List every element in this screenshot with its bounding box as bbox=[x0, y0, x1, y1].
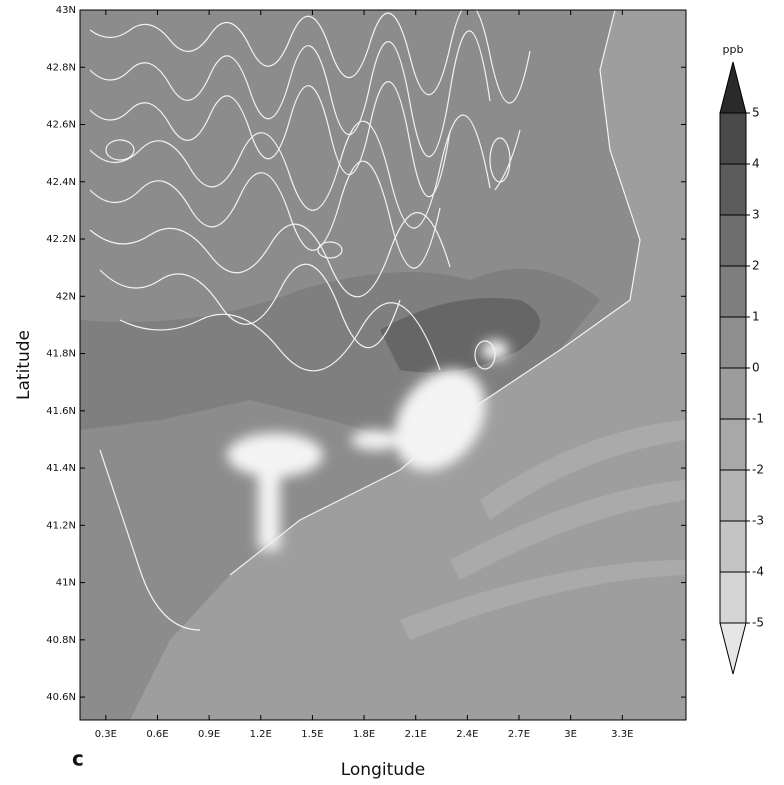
colorbar-bin bbox=[719, 316, 747, 369]
colorbar-bin bbox=[719, 571, 747, 624]
y-tick-label: 41.4N bbox=[46, 463, 76, 474]
colorbar-bin bbox=[719, 112, 747, 165]
colorbar-tick-label: -1 bbox=[752, 412, 764, 426]
x-tick-label: 2.7E bbox=[508, 729, 530, 740]
y-tick-label: 40.8N bbox=[46, 635, 76, 646]
y-axis-label: Latitude bbox=[14, 330, 34, 400]
y-tick-label: 43N bbox=[56, 5, 76, 16]
colorbar-min bbox=[719, 622, 747, 675]
y-tick-label: 42.2N bbox=[46, 234, 76, 245]
x-tick-label: 2.1E bbox=[405, 729, 427, 740]
colorbar-bin bbox=[719, 520, 747, 573]
colorbar-tick-label: -4 bbox=[752, 565, 764, 579]
colorbar-bin bbox=[719, 265, 747, 318]
x-tick-label: 2.4E bbox=[456, 729, 478, 740]
x-tick-label: 3E bbox=[564, 729, 577, 740]
y-tick-label: 42.4N bbox=[46, 177, 76, 188]
colorbar-bin bbox=[719, 469, 747, 522]
x-tick-label: 0.3E bbox=[95, 729, 117, 740]
plume bbox=[227, 340, 509, 550]
colorbar-tick-label: 5 bbox=[752, 106, 760, 120]
y-tick-label: 41.2N bbox=[46, 520, 76, 531]
x-tick-label: 0.6E bbox=[146, 729, 168, 740]
x-tick-label: 1.8E bbox=[353, 729, 375, 740]
y-tick-label: 40.6N bbox=[46, 692, 76, 703]
x-tick-label: 0.9E bbox=[198, 729, 220, 740]
colorbar-tick-label: 4 bbox=[752, 157, 760, 171]
x-tick-label: 1.5E bbox=[301, 729, 323, 740]
colorbar-tick-label: 2 bbox=[752, 259, 760, 273]
y-tick-label: 42.8N bbox=[46, 62, 76, 73]
map-field bbox=[80, 10, 686, 720]
colorbar-tick-label: -3 bbox=[752, 514, 764, 528]
y-tick-label: 41.8N bbox=[46, 349, 76, 360]
colorbar-bin bbox=[719, 418, 747, 471]
panel-label: c bbox=[72, 747, 84, 771]
colorbar-bin bbox=[719, 367, 747, 420]
x-tick-label: 3.3E bbox=[611, 729, 633, 740]
colorbar-tick-label: 3 bbox=[752, 208, 760, 222]
plot-frame bbox=[79, 9, 687, 721]
colorbar-max bbox=[719, 61, 747, 114]
colorbar-tick-label: 1 bbox=[752, 310, 760, 324]
colorbar-tick-label: -2 bbox=[752, 463, 764, 477]
x-axis-label: Longitude bbox=[341, 760, 426, 780]
x-tick-label: 1.2E bbox=[250, 729, 272, 740]
colorbar-bin bbox=[719, 214, 747, 267]
colorbar-tick-label: 0 bbox=[752, 361, 760, 375]
y-tick-label: 42N bbox=[56, 291, 76, 302]
y-tick-label: 41.6N bbox=[46, 406, 76, 417]
colorbar-label: ppb bbox=[723, 43, 744, 56]
sea-bands bbox=[400, 420, 686, 640]
colorbar-tick-label: -5 bbox=[752, 616, 764, 630]
contours bbox=[89, 10, 641, 631]
y-tick-label: 41N bbox=[56, 578, 76, 589]
colorbar-bin bbox=[719, 163, 747, 216]
y-tick-label: 42.6N bbox=[46, 120, 76, 131]
